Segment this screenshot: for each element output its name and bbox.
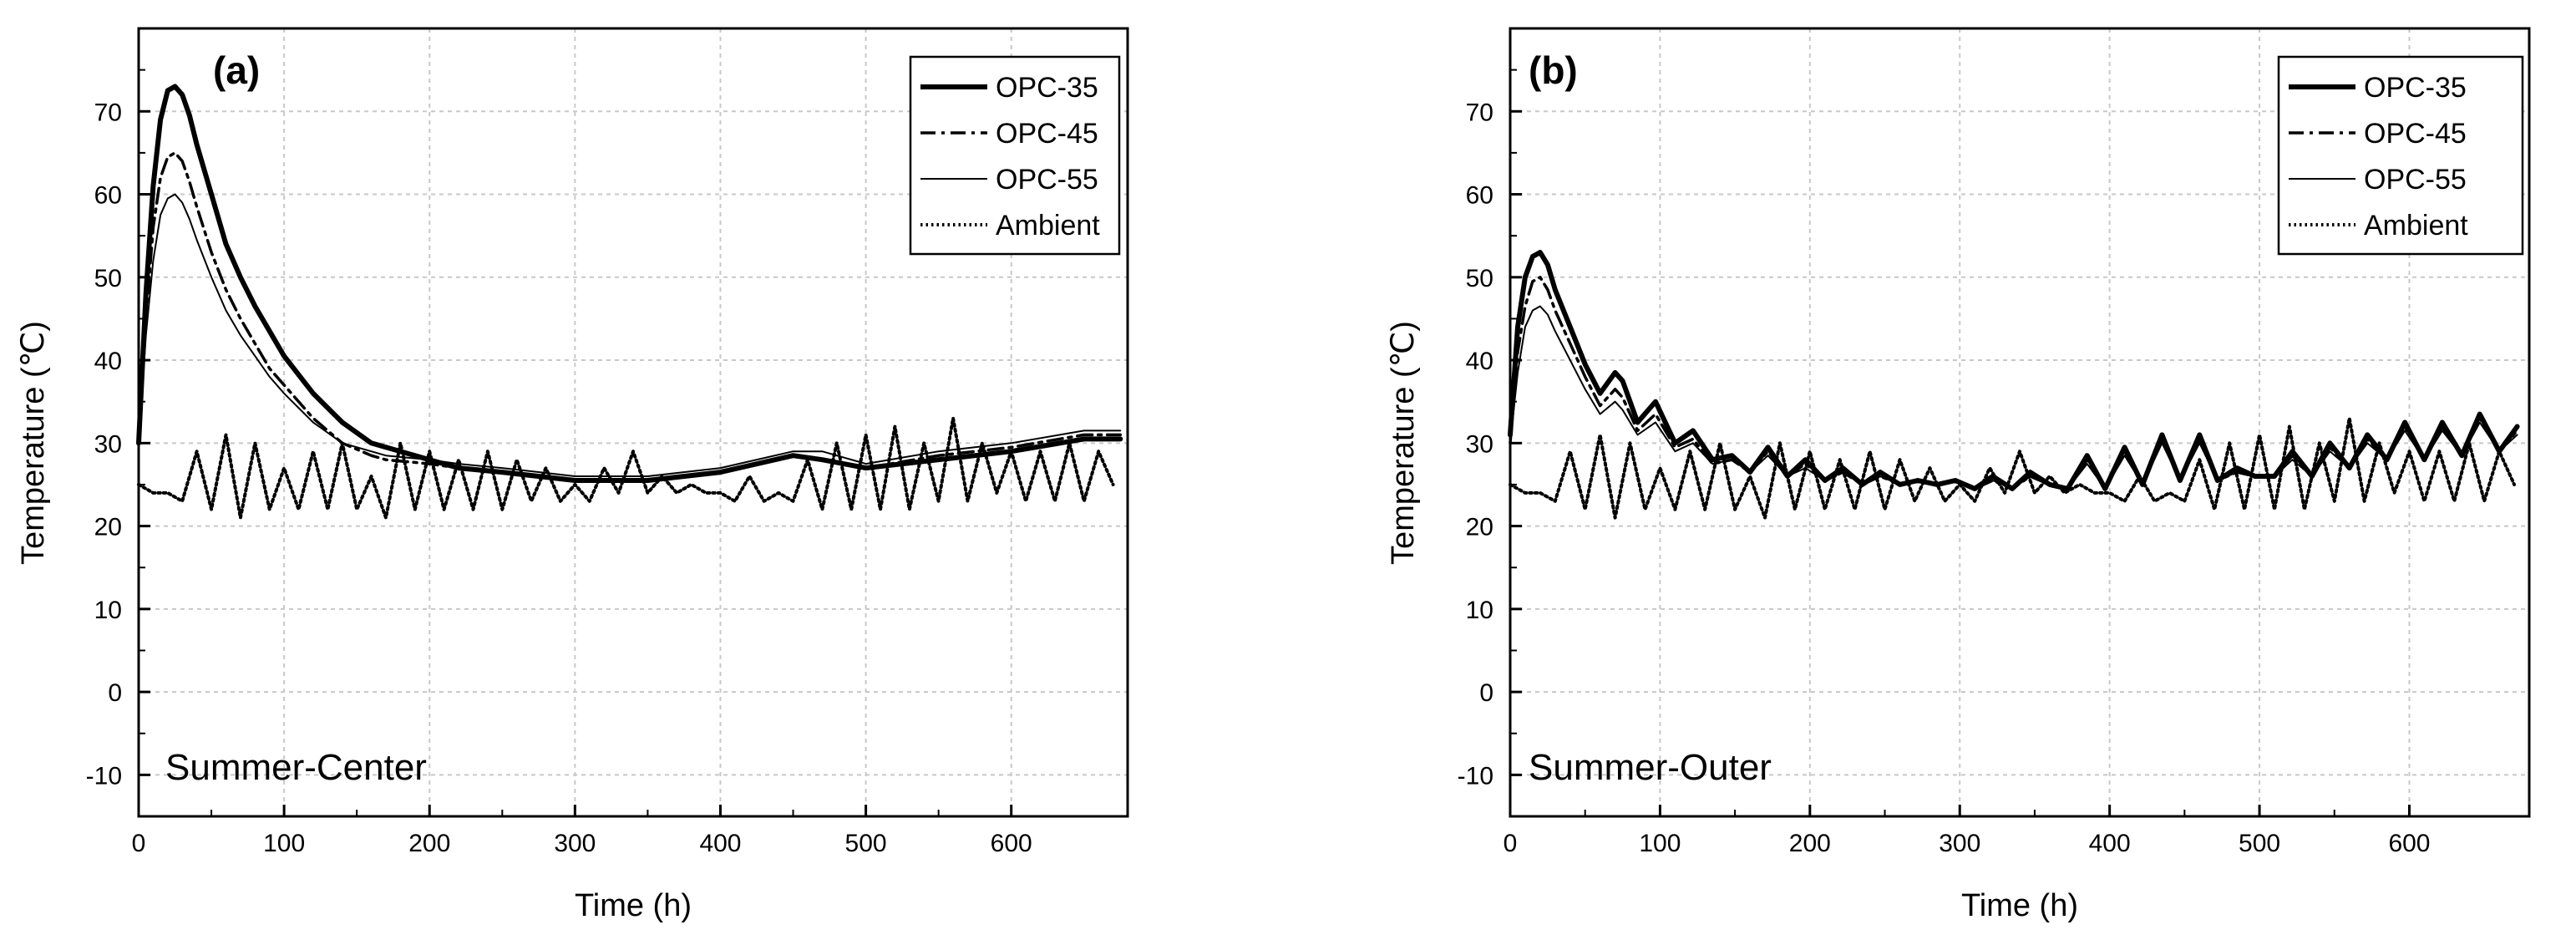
x-tick-label: 100	[1639, 830, 1681, 857]
y-tick-label: -10	[1458, 762, 1493, 790]
series-line-ambient	[137, 416, 1115, 520]
legend-label: Ambient	[996, 210, 1100, 241]
y-tick-label: 40	[94, 348, 122, 375]
series-line-ambient	[1509, 416, 2517, 520]
grid-lines-a	[139, 28, 1128, 816]
x-axis-title-b: Time (h)	[1961, 888, 2078, 923]
y-tick-label: 70	[94, 99, 122, 126]
x-tick-label: 400	[699, 830, 741, 857]
x-tick-label: 500	[845, 830, 887, 857]
x-tick-label: 0	[1504, 830, 1518, 857]
x-tick-label: 100	[263, 830, 305, 857]
y-tick-label: 10	[94, 597, 122, 624]
y-tick-label: 0	[1479, 679, 1493, 707]
y-tick-label: 50	[94, 265, 122, 292]
x-tick-label: 300	[1939, 830, 1980, 857]
x-tick-label: 300	[554, 830, 596, 857]
legend-a: OPC-35 OPC-45 OPC-55 Ambient	[909, 55, 1121, 256]
panel-note-b: Summer-Outer	[1529, 747, 1772, 788]
x-tick-label: 200	[1789, 830, 1831, 857]
legend-box	[2277, 55, 2524, 256]
x-tick-label: 200	[408, 830, 450, 857]
y-tick-label: -10	[86, 762, 122, 790]
plot-frame-b	[1509, 27, 2531, 818]
y-tick-label: 10	[1466, 597, 1493, 624]
legend-label: OPC-55	[2364, 164, 2467, 196]
grid-lines-b	[1510, 28, 2529, 816]
series-layer-a	[136, 84, 1123, 520]
x-tick-label: 600	[991, 830, 1032, 857]
tick-marks-a: 0 100 200 300 400 500 600 -10 0 10 20 30 40 50 60 70	[86, 69, 1032, 857]
y-tick-label: 20	[1466, 514, 1493, 541]
y-tick-label: 30	[94, 430, 122, 458]
x-tick-label: 0	[132, 830, 146, 857]
legend-box	[909, 55, 1121, 256]
legend-label: OPC-45	[996, 118, 1098, 150]
panel-note-a: Summer-Center	[165, 747, 427, 788]
series-line-opc-55	[138, 193, 1122, 477]
y-tick-label: 50	[1466, 265, 1493, 292]
y-tick-label: 60	[94, 182, 122, 210]
y-tick-label: 40	[1466, 348, 1493, 375]
y-tick-label: 30	[1466, 430, 1493, 458]
y-tick-label: 20	[94, 514, 122, 541]
panel-a: 0 100 200 300 400 500 600 -10 0 10 20 30 40 50 60 70 (a…	[16, 27, 1129, 923]
x-axis-title-a: Time (h)	[575, 888, 692, 923]
legend-label: Ambient	[2364, 210, 2468, 241]
plot-frame-a	[137, 27, 1129, 818]
legend-label: OPC-45	[2364, 118, 2467, 150]
y-tick-label: 60	[1466, 182, 1493, 210]
x-tick-label: 400	[2089, 830, 2131, 857]
series-line-opc-55	[1509, 305, 2518, 490]
legend-label: OPC-35	[996, 72, 1098, 104]
y-tick-label: 70	[1466, 99, 1493, 126]
series-layer-b	[1508, 250, 2520, 520]
legend-b: OPC-35 OPC-45 OPC-55 Ambient	[2277, 55, 2524, 256]
x-tick-label: 500	[2239, 830, 2280, 857]
panel-b: 0 100 200 300 400 500 600 -10 0 10 20 30 40 50 60 70 (b…	[1386, 27, 2531, 923]
tick-marks-b: 0 100 200 300 400 500 600 -10 0 10 20 30 40 50 60 70	[1458, 69, 2431, 857]
series-line-opc-45	[137, 151, 1123, 482]
panel-label-b: (b)	[1529, 48, 1578, 92]
y-axis-title-a: Temperature (℃)	[16, 321, 51, 565]
y-axis-title-b: Temperature (℃)	[1386, 321, 1421, 565]
panel-label-a: (a)	[213, 48, 260, 92]
legend-label: OPC-55	[996, 164, 1098, 196]
legend-label: OPC-35	[2364, 72, 2467, 104]
x-tick-label: 600	[2388, 830, 2430, 857]
y-tick-label: 0	[108, 679, 122, 707]
